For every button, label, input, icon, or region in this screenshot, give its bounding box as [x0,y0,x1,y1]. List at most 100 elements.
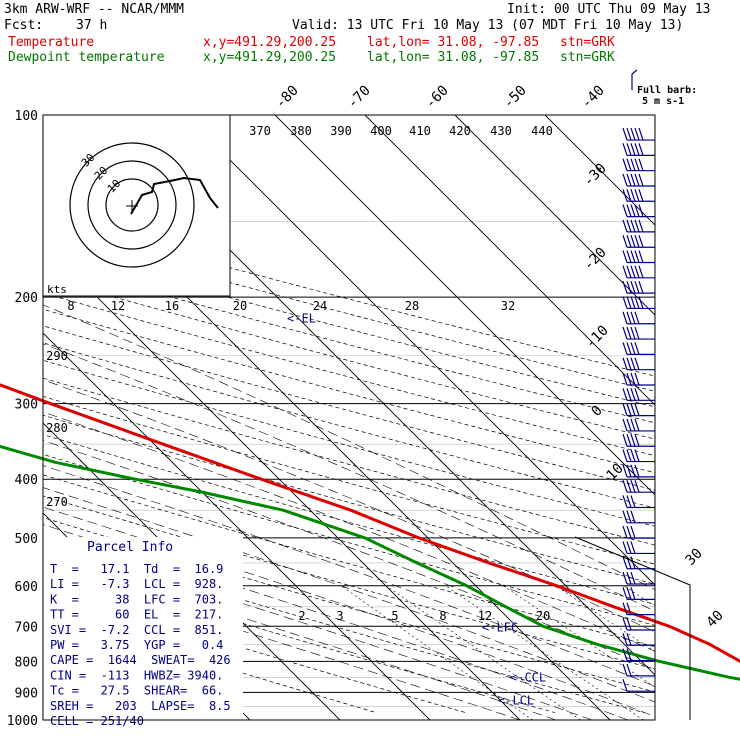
isotherm-label: -80 [273,83,302,112]
wind-barb [622,372,655,386]
dry-adiabat [43,539,645,714]
wind-barb [622,403,655,417]
wind-barb [622,663,655,677]
level-annotation-el: <-EL [287,312,316,326]
theta-label: 400 [370,124,392,138]
temperature-profile [0,383,740,663]
wind-barb [622,464,655,478]
mixing-ratio-label: 3 [336,609,343,623]
parcel-info-row: PW = 3.75 YGP = 0.4 [50,638,223,652]
wind-barb [622,418,655,432]
temperature-station: stn=GRK [560,35,615,50]
plot-boundary [574,536,691,720]
wind-barb [622,602,655,616]
theta-label: 380 [290,124,312,138]
barb-legend-flag [631,69,638,75]
parcel-info-row: SREH = 203 LAPSE= 8.5 [50,699,231,713]
hodograph-ring [69,142,195,268]
isotherm-label: -30 [581,161,610,190]
moist-adiabat [43,304,655,590]
mixing-ratio-line [341,585,533,720]
parcel-info-row: LI = -7.3 LCL = 928. [50,577,223,591]
wind-barb [622,357,655,371]
wind-barb [622,265,655,279]
mixing-ratio-label: 12 [478,609,492,623]
wind-barb [622,571,655,585]
forecast-label: Fcst: [4,18,44,33]
hodograph-ring [105,178,159,232]
temperature-xy: x,y=491.29,200.25 [203,35,337,50]
mixing-ratio-line [386,585,581,720]
theta-label: 420 [449,124,471,138]
isotherm-label: 0 [589,403,606,420]
mixing-ratio-line [555,585,655,652]
dry-adiabat [43,308,655,474]
pressure-label: 900 [15,686,38,701]
wind-barb [622,296,655,310]
wind-barb [622,525,655,539]
moist-adiabat [43,506,655,717]
moist-adiabat [43,411,655,652]
speed-tick-label: 32 [501,299,515,313]
isotherm-line [454,115,655,316]
wind-barb [622,219,655,233]
valid-time: Valid: 13 UTC Fri 10 May 13 (07 MDT Fri … [292,18,684,33]
wind-barb [622,495,655,509]
mixing-ratio-label: 20 [536,609,550,623]
theta-label: 390 [330,124,352,138]
dewpoint-legend: Dewpoint temperature [8,50,165,65]
wind-barb [622,204,655,218]
plot-frame [42,114,656,721]
theta-label: 270 [46,495,68,509]
moist-adiabat [43,440,655,670]
pressure-label: 500 [15,532,38,547]
speed-tick-label: 28 [405,299,419,313]
isotherm-line [544,115,655,226]
hodograph-ring [87,160,177,250]
theta-label: 370 [249,124,271,138]
wind-barb [622,250,655,264]
parcel-info-row: Tc = 27.5 SHEAR= 66. [50,684,223,698]
wind-barb [622,235,655,248]
level-annotation-lfc: <-LFC [482,620,518,634]
temperature-legend: Temperature [8,35,95,50]
isotherm-label: -60 [423,83,452,112]
init-time: Init: 00 UTC Thu 09 May 13 [507,2,711,17]
speed-tick-label: 24 [313,299,327,313]
theta-label: 430 [490,124,512,138]
moist-adiabat [43,487,655,703]
pressure-label: 700 [15,620,38,635]
wind-barb [622,617,655,631]
parcel-info-box [43,537,243,720]
parcel-info-row: CIN = -113 HWBZ= 3940. [50,668,223,682]
barb-legend-title: Full barb: [637,85,697,96]
wind-barb [622,127,655,141]
wind-barb [622,679,655,692]
theta-label: 410 [409,124,431,138]
dry-adiabat [43,342,655,509]
barb-legend-value: 5 m s-1 [642,96,684,107]
speed-tick-label: 12 [111,299,125,313]
wind-barb [622,158,655,172]
wind-barb [622,342,655,355]
model-title: 3km ARW-WRF -- NCAR/MMM [4,2,185,17]
isotherm-label: -20 [581,245,610,274]
pressure-label: 100 [15,109,38,124]
pressure-label: 200 [15,291,38,306]
dry-adiabat [43,276,655,440]
isotherm-label: -10 [583,323,612,352]
wind-barb [622,633,655,646]
isotherm-line [184,115,655,586]
wind-barb [622,510,655,524]
theta-label: 290 [46,349,68,363]
speed-tick-label: 16 [165,299,179,313]
isotherm-label: 40 [704,608,727,631]
theta-label: 440 [531,124,553,138]
pressure-label: 400 [15,473,38,488]
isotherm-line [274,115,655,496]
speed-tick-label: 8 [67,299,74,313]
dry-adiabat [43,454,655,626]
theta-label: 280 [46,421,68,435]
dry-adiabat [43,377,655,546]
